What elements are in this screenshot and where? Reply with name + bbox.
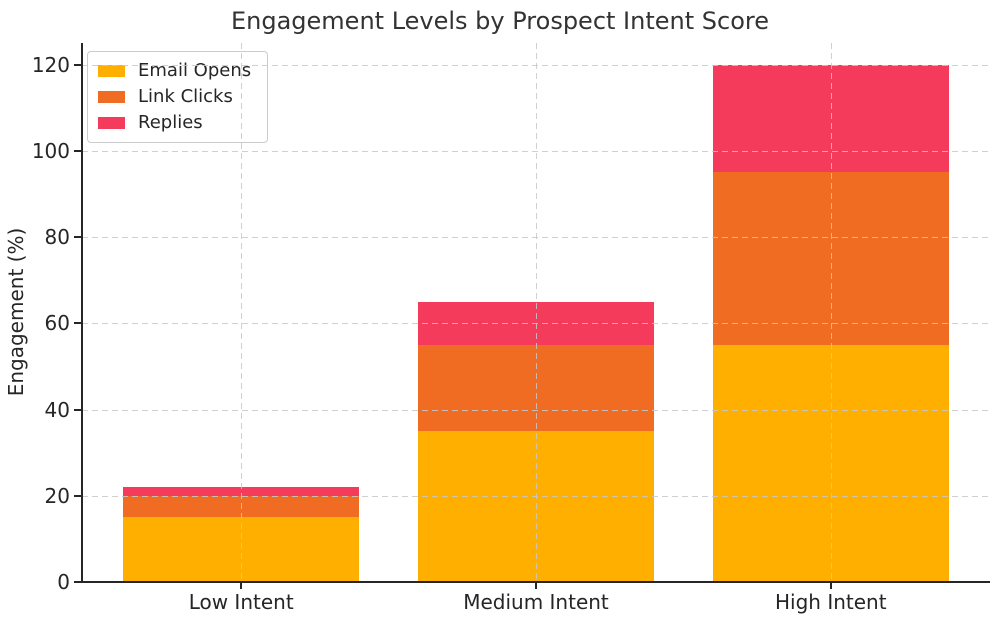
- legend: Email Opens Link Clicks Replies: [87, 51, 269, 143]
- x-tick-label: Low Intent: [188, 590, 294, 614]
- x-tick-mark: [240, 582, 243, 589]
- y-tick-label: 0: [57, 570, 70, 594]
- y-tick-mark: [74, 236, 82, 239]
- y-tick-mark: [74, 581, 82, 583]
- legend-item-replies: Replies: [98, 113, 251, 133]
- y-tick-mark: [74, 63, 82, 66]
- v-gridline: [830, 43, 832, 582]
- legend-label: Replies: [138, 112, 203, 133]
- plot-area: Email Opens Link Clicks Replies 0 20 40 60 8…: [32, 43, 990, 614]
- v-gridline: [241, 43, 243, 582]
- x-tick-label: Medium Intent: [463, 590, 609, 614]
- x-tick-mark: [829, 582, 832, 589]
- v-gridline: [536, 43, 537, 582]
- y-tick-mark: [74, 322, 82, 325]
- y-tick-label: 100: [31, 138, 70, 163]
- bar-segment: [418, 344, 654, 432]
- x-tick-label: High Intent: [775, 590, 887, 614]
- y-tick-label: 40: [44, 397, 70, 422]
- y-axis-spine: [81, 43, 83, 582]
- legend-swatch-email-opens: [98, 65, 125, 77]
- legend-swatch-link-clicks: [98, 91, 125, 103]
- y-tick-label: 80: [44, 225, 70, 250]
- y-tick-label: 20: [44, 483, 70, 508]
- legend-item-link-clicks: Link Clicks: [98, 87, 251, 107]
- chart-title: Engagement Levels by Prospect Intent Sco…: [230, 7, 769, 35]
- y-tick-label: 120: [31, 52, 70, 77]
- legend-label: Link Clicks: [138, 86, 233, 107]
- y-tick-mark: [74, 149, 82, 152]
- bar-segment: [418, 431, 654, 582]
- y-tick-label: 60: [44, 311, 70, 336]
- y-tick-mark: [74, 494, 82, 497]
- y-tick-mark: [74, 408, 82, 411]
- legend-swatch-replies: [98, 117, 125, 129]
- x-tick-mark: [535, 582, 537, 589]
